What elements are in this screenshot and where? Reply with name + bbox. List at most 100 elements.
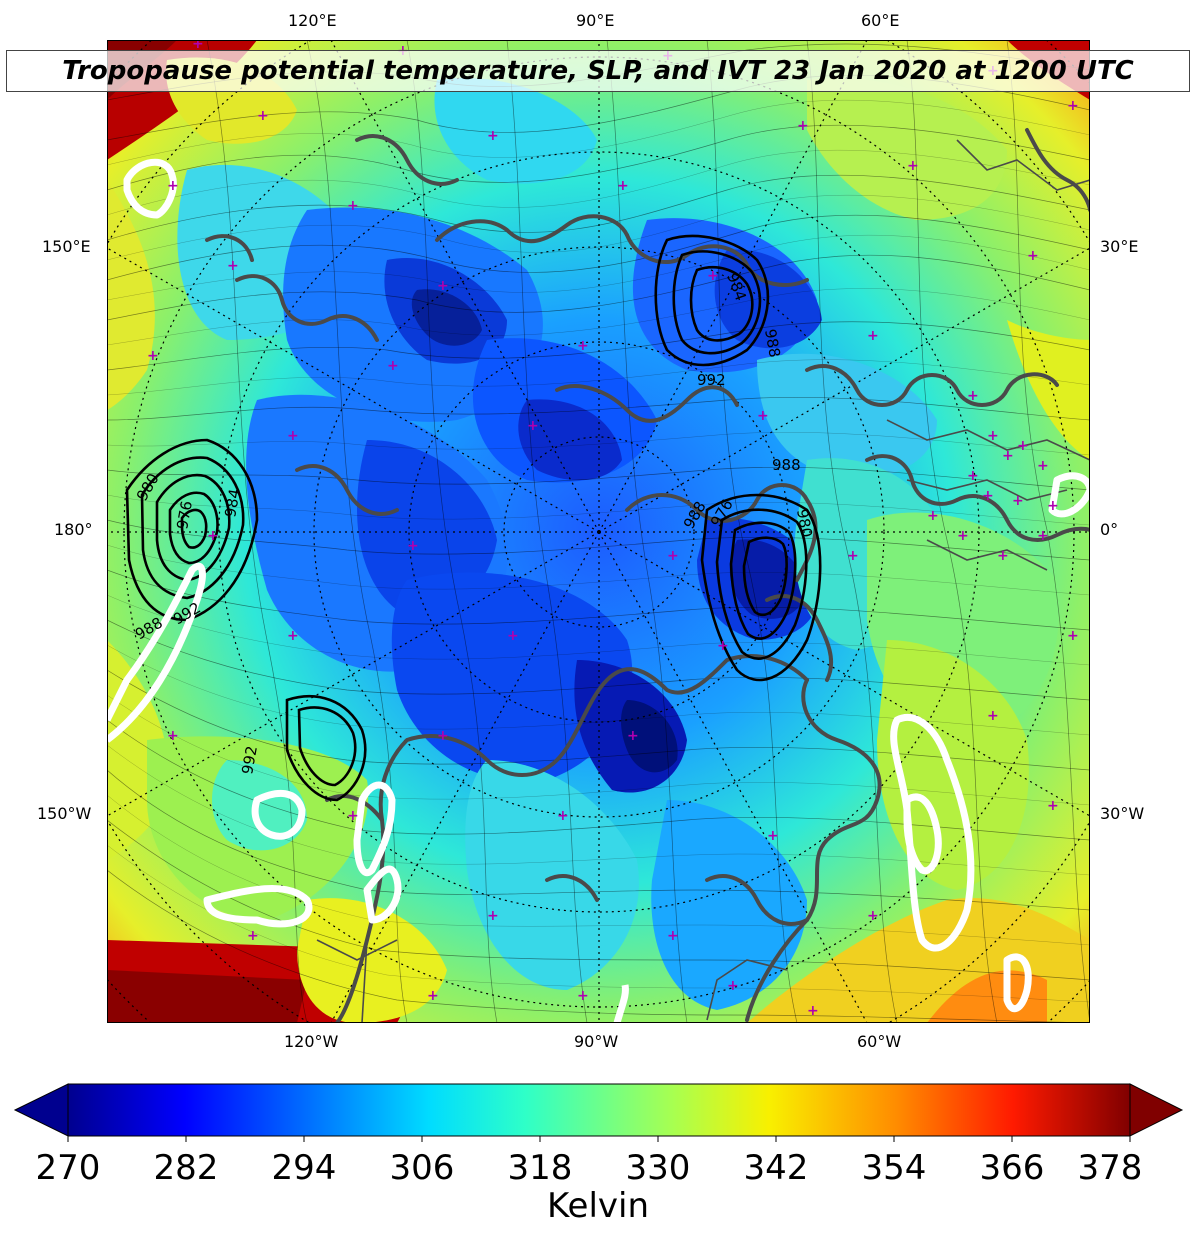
map-canvas: + +++ + +++ + +++ + +++ + +++ + +++ + ++ + + +++ … bbox=[107, 40, 1090, 1023]
svg-text:+: + bbox=[982, 488, 994, 504]
svg-text:+: + bbox=[287, 628, 299, 644]
theta-contours bbox=[107, 40, 1090, 1023]
slp-label: 988 bbox=[761, 328, 784, 359]
colorbar-tick-label: 306 bbox=[389, 1148, 455, 1188]
svg-text:+: + bbox=[1012, 493, 1024, 509]
svg-text:+: + bbox=[347, 808, 359, 824]
colorbar-extend-low bbox=[13, 1083, 69, 1137]
svg-text:+: + bbox=[867, 328, 879, 344]
svg-text:+: + bbox=[927, 508, 939, 524]
svg-text:+: + bbox=[1037, 528, 1049, 544]
colorbar-tick-label: 378 bbox=[1077, 1148, 1143, 1188]
svg-text:+: + bbox=[907, 158, 919, 174]
svg-text:+: + bbox=[257, 108, 269, 124]
tick-left-180: 180° bbox=[54, 520, 93, 539]
slp-label: 980 bbox=[793, 508, 816, 539]
svg-text:+: + bbox=[1027, 248, 1039, 264]
svg-text:+: + bbox=[847, 548, 859, 564]
svg-text:+: + bbox=[577, 988, 589, 1004]
svg-text:+: + bbox=[507, 628, 519, 644]
svg-text:+: + bbox=[867, 908, 879, 924]
svg-text:+: + bbox=[1067, 98, 1079, 114]
colorbar bbox=[0, 1080, 1197, 1150]
svg-text:+: + bbox=[1047, 498, 1059, 514]
svg-text:+: + bbox=[347, 198, 359, 214]
borders bbox=[316, 139, 1090, 1023]
svg-text:+: + bbox=[1067, 628, 1079, 644]
figure-title: Tropopause potential temperature, SLP, a… bbox=[62, 56, 1134, 86]
svg-text:+: + bbox=[487, 908, 499, 924]
tick-top-60e: 60°E bbox=[861, 11, 900, 30]
svg-text:+: + bbox=[577, 338, 589, 354]
svg-text:+: + bbox=[807, 1003, 819, 1019]
colorbar-tick-label: 366 bbox=[979, 1148, 1045, 1188]
svg-text:+: + bbox=[667, 548, 679, 564]
tick-right-30w: 30°W bbox=[1100, 804, 1145, 823]
svg-text:+: + bbox=[967, 388, 979, 404]
tick-right-0: 0° bbox=[1100, 520, 1119, 539]
slp-label: 992 bbox=[238, 744, 261, 775]
svg-text:+: + bbox=[967, 468, 979, 484]
colorbar-tick-label: 354 bbox=[861, 1148, 927, 1188]
tick-right-30e: 30°E bbox=[1100, 237, 1139, 256]
svg-text:+: + bbox=[407, 538, 419, 554]
svg-text:+: + bbox=[627, 728, 639, 744]
svg-text:+: + bbox=[717, 638, 729, 654]
tick-bottom-120w: 120°W bbox=[284, 1032, 339, 1051]
svg-text:+: + bbox=[997, 548, 1009, 564]
svg-text:+: + bbox=[287, 428, 299, 444]
svg-text:+: + bbox=[147, 348, 159, 364]
slp-contours bbox=[125, 234, 822, 802]
colorbar-tick-label: 330 bbox=[625, 1148, 691, 1188]
svg-text:+: + bbox=[247, 928, 259, 944]
svg-text:+: + bbox=[987, 428, 999, 444]
tick-left-150e: 150°E bbox=[42, 237, 91, 256]
svg-text:+: + bbox=[487, 128, 499, 144]
tick-left-150w: 150°W bbox=[37, 804, 92, 823]
ivt-contours bbox=[107, 158, 1090, 1023]
svg-text:+: + bbox=[527, 418, 539, 434]
svg-text:+: + bbox=[727, 978, 739, 994]
slp-label: 976 bbox=[173, 499, 196, 530]
coastlines bbox=[205, 128, 1090, 1023]
svg-text:+: + bbox=[767, 828, 779, 844]
svg-text:+: + bbox=[1002, 448, 1014, 464]
svg-text:+: + bbox=[192, 40, 204, 52]
tick-bottom-60w: 60°W bbox=[857, 1032, 902, 1051]
tick-bottom-90w: 90°W bbox=[574, 1032, 619, 1051]
colorbar-tick-label: 270 bbox=[35, 1148, 101, 1188]
svg-text:+: + bbox=[667, 928, 679, 944]
slp-labels: 980 976 984 988 992 984 988 992 988 980 … bbox=[132, 270, 816, 775]
svg-text:+: + bbox=[797, 118, 809, 134]
colorbar-tick-label: 282 bbox=[153, 1148, 219, 1188]
svg-text:+: + bbox=[957, 528, 969, 544]
svg-text:+: + bbox=[437, 728, 449, 744]
colorbar-tick-label: 318 bbox=[507, 1148, 573, 1188]
station-markers: + +++ + +++ + +++ + +++ + +++ + +++ + ++ + + +++ … bbox=[147, 40, 1079, 1019]
slp-label: 988 bbox=[772, 456, 801, 474]
svg-text:+: + bbox=[757, 408, 769, 424]
svg-text:+: + bbox=[427, 988, 439, 1004]
svg-text:+: + bbox=[1037, 458, 1049, 474]
colorbar-tick-label: 294 bbox=[271, 1148, 337, 1188]
tick-top-120e: 120°E bbox=[288, 11, 337, 30]
svg-text:+: + bbox=[987, 708, 999, 724]
tick-top-90e: 90°E bbox=[576, 11, 615, 30]
colorbar-ticks bbox=[67, 1136, 1131, 1142]
svg-text:+: + bbox=[557, 808, 569, 824]
svg-text:+: + bbox=[167, 728, 179, 744]
title-box: Tropopause potential temperature, SLP, a… bbox=[6, 50, 1190, 92]
map-panel: + + + + + + + + + + + + + + + + + + + + + + + + + + + + + + + + … bbox=[107, 40, 1090, 1023]
svg-text:+: + bbox=[207, 528, 219, 544]
svg-text:+: + bbox=[617, 178, 629, 194]
colorbar-label: Kelvin bbox=[546, 1186, 650, 1226]
slp-label: 992 bbox=[697, 371, 726, 389]
theta-contours-fine bbox=[107, 99, 1090, 1003]
svg-text:+: + bbox=[387, 358, 399, 374]
colorbar-extend-high bbox=[1129, 1083, 1184, 1137]
svg-text:+: + bbox=[167, 178, 179, 194]
svg-text:+: + bbox=[437, 278, 449, 294]
svg-text:+: + bbox=[227, 258, 239, 274]
slp-label: 984 bbox=[221, 487, 244, 518]
colorbar-body bbox=[67, 1083, 1131, 1137]
